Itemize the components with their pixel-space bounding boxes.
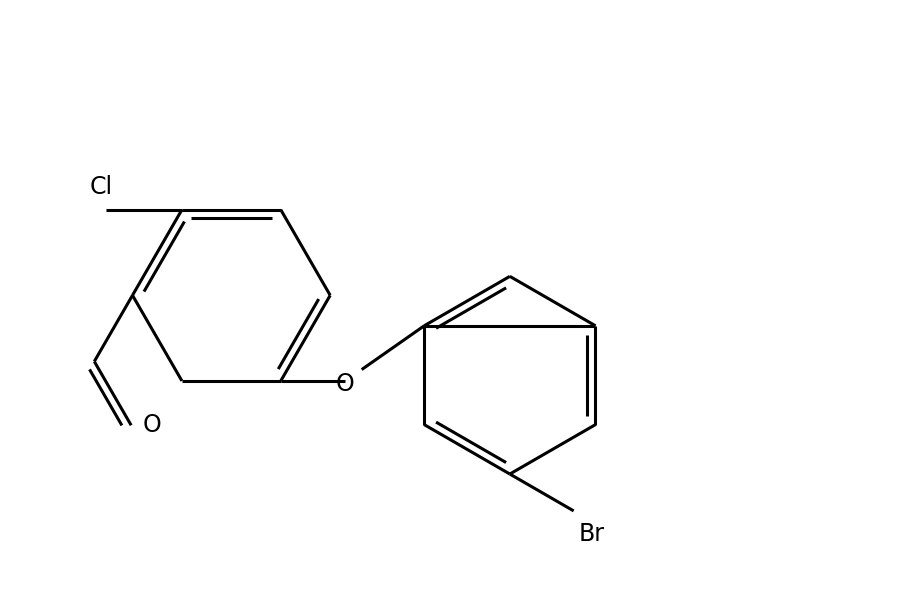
Text: Cl: Cl bbox=[89, 175, 112, 199]
Text: Br: Br bbox=[578, 522, 603, 546]
Text: O: O bbox=[336, 371, 354, 395]
Text: O: O bbox=[143, 413, 161, 437]
